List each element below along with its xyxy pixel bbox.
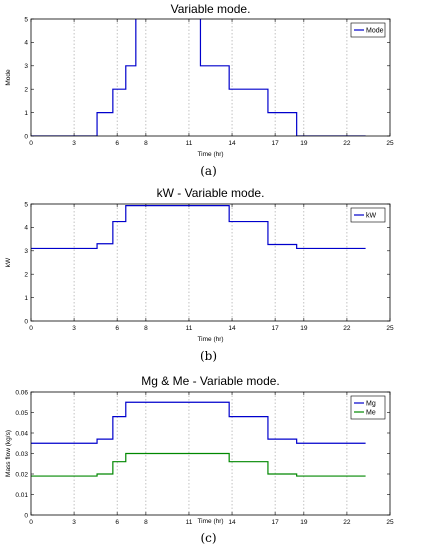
subfigure-caption: (b) xyxy=(200,349,217,363)
y-tick-label: 0.04 xyxy=(15,430,28,437)
y-axis-label: kW xyxy=(5,257,12,267)
axes-frame xyxy=(30,391,391,516)
x-tick-label: 0 xyxy=(29,140,33,147)
y-tick-label: 0 xyxy=(24,512,28,519)
x-tick-label: 3 xyxy=(72,140,76,147)
y-tick-label: 5 xyxy=(24,16,28,23)
chart-title: kW - Variable mode. xyxy=(157,186,265,200)
legend xyxy=(350,395,386,420)
x-tick-label: 14 xyxy=(228,140,236,147)
y-axis-label: Mass flow (kg/s) xyxy=(5,430,12,477)
chart-2: 0 3 6 8 11 14 17 19 22 25 0 1 2 3 4 5 kW kW - Variable mo… xyxy=(5,186,394,363)
y-tick-label: 0.03 xyxy=(15,451,28,458)
y-axis-label: Mode xyxy=(5,69,12,86)
x-tick-label: 19 xyxy=(300,519,308,526)
y-tick-label: 1 xyxy=(24,110,28,117)
x-axis-label: Time (hr) xyxy=(197,151,223,158)
x-tick-label: 22 xyxy=(343,519,351,526)
legend-label-kw: kW xyxy=(366,212,377,219)
axes-frame xyxy=(30,18,391,137)
subfigure-caption: (a) xyxy=(200,164,217,178)
y-tick-label: 5 xyxy=(24,201,28,208)
y-tick-label: 0 xyxy=(24,318,28,325)
y-tick-label: 1 xyxy=(24,295,28,302)
x-tick-label: 0 xyxy=(29,325,33,332)
x-tick-label: 25 xyxy=(386,140,394,147)
x-tick-label: 3 xyxy=(72,519,76,526)
x-tick-label: 11 xyxy=(186,519,193,526)
x-tick-label: 14 xyxy=(228,519,236,526)
chart-title: Variable mode. xyxy=(171,2,251,16)
legend-label-me: Me xyxy=(366,409,376,416)
x-tick-label: 6 xyxy=(115,519,119,526)
x-tick-label: 14 xyxy=(228,325,236,332)
series-line-mg xyxy=(31,401,366,444)
series-line-me xyxy=(31,452,366,477)
y-tick-label: 3 xyxy=(24,63,28,70)
x-axis-label: Time (hr) xyxy=(197,518,223,525)
y-tick-label: 3 xyxy=(24,248,28,255)
y-tick-label: 0.05 xyxy=(15,410,28,417)
legend-label-mode: Mode xyxy=(366,27,384,34)
x-tick-label: 11 xyxy=(186,140,193,147)
chart-title: Mg & Me - Variable mode. xyxy=(141,374,280,388)
y-tick-label: 4 xyxy=(24,225,28,232)
plot-area xyxy=(31,19,390,136)
x-tick-label: 8 xyxy=(144,140,148,147)
x-tick-label: 3 xyxy=(72,325,76,332)
x-tick-label: 8 xyxy=(144,519,148,526)
x-tick-label: 17 xyxy=(272,519,280,526)
x-tick-label: 0 xyxy=(29,519,33,526)
chart-1: 0 3 6 8 11 14 17 19 22 25 0 1 2 3 4 5 Mode Variable mode.… xyxy=(5,2,394,178)
x-tick-label: 17 xyxy=(272,140,280,147)
x-tick-label: 19 xyxy=(300,140,308,147)
legend xyxy=(350,22,386,38)
x-tick-label: 6 xyxy=(115,140,119,147)
subfigure-caption: (c) xyxy=(200,531,216,545)
series-line-kw xyxy=(31,205,366,250)
axes-frame xyxy=(30,203,391,322)
y-tick-label: 0.01 xyxy=(15,492,28,499)
y-tick-label: 2 xyxy=(24,87,28,94)
x-tick-label: 17 xyxy=(272,325,280,332)
y-tick-label: 0 xyxy=(24,133,28,140)
y-tick-label: 0.06 xyxy=(15,389,28,396)
plot-area xyxy=(31,204,390,321)
chart-3: 0 3 6 8 11 14 17 19 22 25 0 0.01 0.02 0.03 0.04 0.05 0.0… xyxy=(5,374,394,545)
x-tick-label: 11 xyxy=(186,325,193,332)
legend xyxy=(350,207,386,223)
x-tick-label: 22 xyxy=(343,325,351,332)
series-line-mode xyxy=(31,19,366,136)
y-tick-label: 2 xyxy=(24,272,28,279)
x-tick-label: 8 xyxy=(144,325,148,332)
y-tick-label: 0.02 xyxy=(15,471,28,478)
x-tick-label: 22 xyxy=(343,140,351,147)
x-tick-label: 6 xyxy=(115,325,119,332)
legend-label-mg: Mg xyxy=(366,400,376,407)
x-axis-label: Time (hr) xyxy=(197,336,223,343)
x-tick-label: 25 xyxy=(386,519,394,526)
x-tick-label: 19 xyxy=(300,325,308,332)
y-tick-label: 4 xyxy=(24,40,28,47)
x-tick-label: 25 xyxy=(386,325,394,332)
